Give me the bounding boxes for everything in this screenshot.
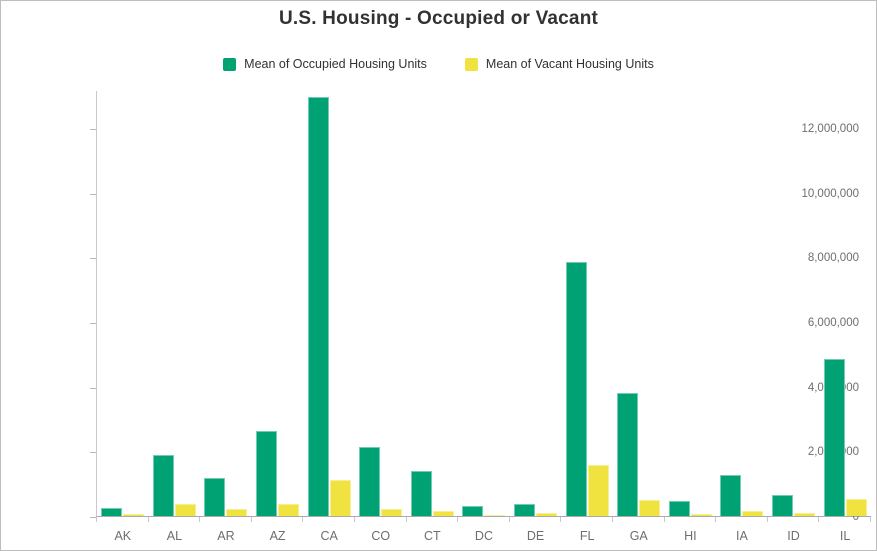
legend-swatch-icon (464, 57, 478, 71)
bar-fl-occupied[interactable] (565, 262, 587, 516)
bar-id-occupied[interactable] (772, 495, 794, 516)
x-axis-tick (96, 517, 97, 522)
bar-group-de: DE (510, 91, 562, 543)
x-axis-tick (869, 517, 871, 522)
x-axis-tick (715, 517, 717, 522)
y-axis-tick (90, 128, 96, 130)
bar-ct-occupied[interactable] (410, 471, 432, 516)
chart-title: U.S. Housing - Occupied or Vacant (278, 8, 599, 29)
y-axis-tick-label: 12,000,000 (801, 122, 859, 135)
x-axis-label-ga: GA (629, 529, 648, 543)
bar-group-ak: AK (96, 91, 149, 543)
bar-ca-occupied[interactable] (307, 97, 329, 516)
bar-group-hi: HI (665, 91, 717, 543)
x-axis-label-az: AZ (269, 529, 286, 543)
x-axis-label-co: CO (371, 529, 391, 543)
plot-area: 02,000,0004,000,0006,000,0008,000,00010,… (90, 91, 871, 543)
bar-az-vacant[interactable] (278, 504, 300, 516)
y-axis-tick (90, 517, 96, 518)
bar-az-occupied[interactable] (256, 431, 278, 516)
bar-il-vacant[interactable] (845, 499, 867, 516)
y-axis-tick (90, 258, 96, 260)
y-axis-tick (90, 322, 96, 324)
bar-dc-vacant[interactable] (484, 515, 506, 516)
bar-al-occupied[interactable] (152, 455, 174, 516)
x-axis-tick (302, 517, 304, 522)
bar-ia-occupied[interactable] (720, 475, 742, 516)
x-axis-tick (611, 517, 613, 522)
bar-ca-vacant[interactable] (329, 480, 351, 516)
bar-de-vacant[interactable] (536, 513, 558, 516)
x-axis-label-fl: FL (579, 529, 595, 543)
bar-co-occupied[interactable] (359, 447, 381, 516)
bar-group-al: AL (149, 91, 201, 543)
bar-dc-occupied[interactable] (462, 506, 484, 516)
x-axis-tick (147, 517, 149, 522)
bar-group-fl: FL (561, 91, 613, 543)
x-axis-tick (405, 517, 407, 522)
x-axis-tick (250, 517, 252, 522)
bar-group-ia: IA (716, 91, 768, 543)
bar-ga-vacant[interactable] (639, 500, 661, 516)
bar-ct-vacant[interactable] (432, 511, 454, 516)
x-axis-tick (199, 517, 201, 522)
bar-il-occupied[interactable] (823, 359, 845, 516)
bar-group-ct: CT (407, 91, 459, 543)
bar-groups: AK AL AR AZ CA CO CT DC DE FL GA HI IA ID IL (96, 91, 871, 543)
bar-id-vacant[interactable] (794, 513, 816, 516)
y-axis-tick (90, 387, 96, 389)
x-axis-tick (457, 517, 459, 522)
x-axis-tick (508, 517, 510, 522)
bar-group-az: AZ (252, 91, 304, 543)
bar-ia-vacant[interactable] (742, 511, 764, 516)
x-axis-label-al: AL (166, 529, 183, 543)
y-axis-tick-label: 0 (852, 511, 859, 523)
bar-group-id: ID (768, 91, 820, 543)
y-axis-tick (90, 452, 96, 454)
bar-al-vacant[interactable] (174, 504, 196, 516)
x-axis-label-il: IL (839, 529, 851, 543)
bar-group-il: IL (819, 91, 871, 543)
bar-group-ga: GA (613, 91, 665, 543)
bar-ar-occupied[interactable] (204, 478, 226, 516)
bar-ak-vacant[interactable] (123, 514, 145, 516)
x-axis-label-ia: IA (736, 529, 748, 543)
legend-item-1[interactable]: Mean of Vacant Housing Units (464, 57, 654, 71)
legend-label: Mean of Vacant Housing Units (485, 57, 654, 71)
bar-ga-occupied[interactable] (617, 393, 639, 516)
y-axis-tick-label: 10,000,000 (801, 187, 859, 200)
x-axis-label-hi: HI (684, 529, 697, 543)
bar-group-dc: DC (458, 91, 510, 543)
bar-hi-occupied[interactable] (668, 501, 690, 516)
chart-legend: Mean of Occupied Housing Units Mean of Va… (1, 57, 876, 71)
x-axis-label-id: ID (787, 529, 800, 543)
x-axis-tick (353, 517, 355, 522)
x-axis-label-dc: DC (474, 529, 493, 543)
x-axis-label-ar: AR (217, 529, 235, 543)
bar-ar-vacant[interactable] (226, 509, 248, 516)
x-axis-tick (663, 517, 665, 522)
bar-group-ar: AR (200, 91, 252, 543)
x-axis-tick (560, 517, 562, 522)
x-axis-tick (818, 517, 820, 522)
y-axis-tick-label: 8,000,000 (807, 252, 859, 265)
x-axis-label-ca: CA (320, 529, 338, 543)
y-axis-tick-label: 6,000,000 (807, 316, 859, 329)
bar-co-vacant[interactable] (381, 509, 403, 516)
bar-ak-occupied[interactable] (101, 508, 123, 516)
bar-group-ca: CA (303, 91, 355, 543)
x-axis-label-ct: CT (424, 529, 441, 543)
bar-group-co: CO (355, 91, 407, 543)
legend-swatch-icon (223, 57, 237, 71)
x-axis-tick (766, 517, 768, 522)
bar-de-occupied[interactable] (514, 504, 536, 516)
bar-hi-vacant[interactable] (690, 514, 712, 516)
y-axis-tick (90, 193, 96, 195)
x-axis-label-de: DE (526, 529, 545, 543)
legend-label: Mean of Occupied Housing Units (244, 57, 427, 71)
bar-fl-vacant[interactable] (587, 465, 609, 516)
legend-item-0[interactable]: Mean of Occupied Housing Units (223, 57, 427, 71)
x-axis-label-ak: AK (114, 529, 132, 543)
